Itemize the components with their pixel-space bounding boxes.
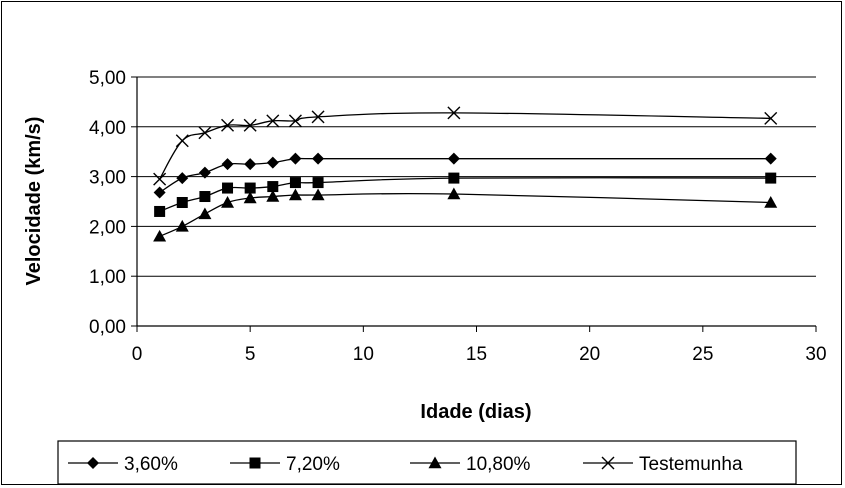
- data-point: [289, 152, 302, 165]
- series-1: [153, 152, 777, 199]
- x-tick-label: 20: [579, 344, 600, 365]
- legend-marker: [428, 456, 442, 469]
- series-3: [153, 187, 778, 242]
- data-point: [198, 166, 211, 179]
- data-point: [266, 114, 280, 128]
- data-point: [312, 177, 324, 189]
- data-point: [198, 207, 212, 220]
- data-point: [244, 182, 256, 194]
- data-point: [198, 126, 212, 140]
- data-point: [153, 186, 166, 199]
- series-2: [154, 172, 777, 217]
- axes: [136, 77, 817, 332]
- legend-marker: [601, 456, 615, 470]
- data-point: [764, 152, 777, 165]
- legend-marker: [249, 457, 261, 469]
- legend: 3,60% 7,20% 10,80% Testemunha: [68, 454, 743, 475]
- data-point: [288, 114, 302, 128]
- data-point: [764, 111, 778, 125]
- legend-item: 7,20%: [230, 454, 340, 475]
- legend-item: 10,80%: [410, 454, 531, 475]
- x-tick-label: 25: [692, 344, 713, 365]
- data-point: [311, 110, 325, 124]
- data-point: [176, 196, 188, 208]
- series-4: [153, 106, 778, 186]
- legend-item: Testemunha: [583, 454, 743, 475]
- x-tick-label: 0: [132, 344, 143, 365]
- y-tick-label: 3,00: [89, 168, 126, 189]
- data-point: [765, 172, 777, 184]
- series-line: [159, 112, 771, 180]
- data-point: [267, 181, 279, 193]
- legend-label: Testemunha: [639, 454, 743, 475]
- data-point: [289, 177, 301, 189]
- data-point: [154, 205, 166, 217]
- x-tick-label: 10: [353, 344, 374, 365]
- data-point: [221, 118, 235, 132]
- data-point: [243, 118, 257, 132]
- legend-label: 7,20%: [286, 454, 340, 475]
- legend-label: 3,60%: [124, 454, 178, 475]
- data-point: [221, 158, 234, 171]
- data-point: [288, 188, 302, 201]
- data-point: [221, 195, 235, 208]
- data-point: [153, 229, 167, 242]
- x-tick-label: 30: [805, 344, 826, 365]
- y-tick-label: 2,00: [89, 217, 126, 238]
- data-point: [176, 172, 189, 185]
- data-point: [447, 106, 461, 120]
- data-point: [244, 158, 257, 171]
- data-point: [266, 190, 280, 202]
- data-point: [266, 156, 279, 169]
- data-point: [447, 187, 461, 200]
- y-tick-labels: 0,00 1,00 2,00 3,00 4,00 5,00: [89, 68, 126, 338]
- y-axis-title: Velocidade (km/s): [23, 117, 45, 286]
- data-point: [448, 172, 460, 184]
- x-axis-title: Idade (dias): [420, 401, 531, 423]
- data-point: [764, 195, 778, 208]
- x-tick-label: 15: [466, 344, 487, 365]
- legend-item: 3,60%: [68, 454, 178, 475]
- data-point: [153, 172, 167, 186]
- y-tick-label: 0,00: [89, 317, 126, 338]
- y-tick-label: 4,00: [89, 118, 126, 139]
- data-point: [311, 188, 325, 201]
- gridlines: [131, 76, 816, 327]
- y-tick-label: 5,00: [89, 68, 126, 89]
- data-point: [175, 219, 189, 232]
- data-point: [175, 134, 189, 148]
- data-point: [243, 191, 257, 204]
- legend-marker: [87, 457, 99, 469]
- legend-label: 10,80%: [466, 454, 531, 475]
- data-point: [222, 182, 234, 194]
- data-point: [312, 152, 325, 165]
- data-point: [199, 191, 211, 203]
- x-tick-labels: 0 5 10 15 20 25 30: [132, 344, 827, 365]
- y-tick-label: 1,00: [89, 267, 126, 288]
- data-point: [447, 152, 460, 165]
- x-tick-label: 5: [245, 344, 256, 365]
- series-layer: [153, 106, 778, 242]
